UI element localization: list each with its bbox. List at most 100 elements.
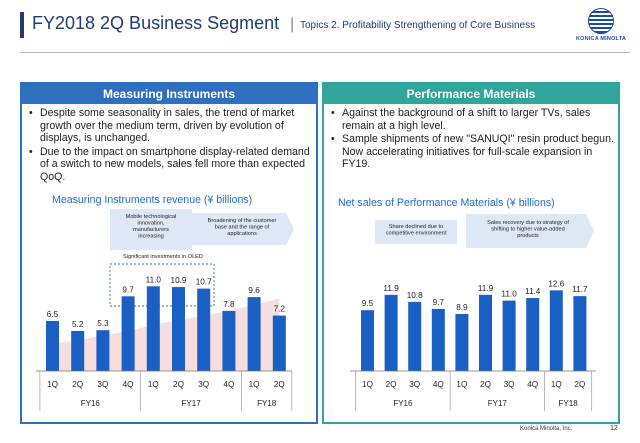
bar-value-label: 7.2 [274,305,286,314]
title-accent-bar [20,12,24,38]
bar [272,315,286,371]
bullet-item: Due to the impact on smartphone display-… [29,146,312,184]
bar [96,330,110,371]
callout-text: Mobile technological innovation, manufactu… [126,214,177,240]
x-tick-label: 4Q [527,380,538,389]
x-tick-label: 1Q [148,380,159,389]
bullet-item: Against the background of a shift to lar… [331,107,614,132]
header-divider [20,52,630,53]
bar-value-label: 7.8 [223,300,235,309]
bullet-item: Despite some seasonality in sales, the t… [29,107,312,145]
measuring-instruments-panel: Measuring Instruments Despite some seaso… [20,82,318,424]
x-tick-label: 3Q [97,380,108,389]
page-subtitle: Topics 2. Profitability Strengthening of… [300,20,536,31]
bar-value-label: 11.0 [146,275,162,284]
bar-value-label: 9.7 [433,298,445,307]
bar [549,290,563,371]
company-logo: KONICA MINOLTA [572,8,630,44]
performance-materials-heading: Performance Materials [324,84,618,104]
highlight-dashed-box [109,263,215,307]
bar-value-label: 8.9 [456,303,468,312]
callout-text: Share declined due to competitive environ… [386,224,447,237]
bar-value-label: 10.8 [407,291,423,300]
x-tick-label: 2Q [480,380,491,389]
x-tick-label: 4Q [223,380,234,389]
bar-value-label: 5.3 [97,319,109,328]
bar-value-label: 10.7 [196,278,212,287]
logo-wordmark: KONICA MINOLTA [575,36,627,42]
page-title: FY2018 2Q Business Segment [32,13,280,33]
callout-arrow [466,214,594,248]
bar [502,300,516,371]
bar-value-label: 11.7 [572,285,588,294]
fiscal-year-label: FY18 [257,399,277,408]
bar [222,310,236,371]
x-tick-label: 1Q [551,380,562,389]
bar-value-label: 11.9 [478,284,494,293]
bar-value-label: 11.4 [525,287,541,296]
fiscal-year-label: FY16 [393,399,413,408]
bar [408,301,422,371]
footer-company: Konica Minolta, Inc. [520,426,573,432]
bar [573,296,587,371]
x-tick-label: 4Q [123,380,134,389]
bar [121,296,135,371]
bar-value-label: 9.5 [362,299,374,308]
callout-box [110,209,192,251]
bar-value-label: 11.0 [501,290,517,299]
callout-label-bg [112,250,214,262]
callout-text: Broadening of the customer base and the r… [208,218,277,237]
bar-value-label: 10.9 [171,276,187,285]
fiscal-year-label: FY17 [182,399,202,408]
title-separator: | [290,16,295,33]
bar [146,286,160,371]
bar [247,297,261,371]
x-tick-label: 1Q [47,380,58,389]
logo-globe-icon [588,8,614,34]
measuring-instruments-heading: Measuring Instruments [22,84,316,104]
x-tick-label: 1Q [456,380,467,389]
page-number: 12 [610,425,618,432]
bar-value-label: 5.2 [72,320,84,329]
x-tick-label: 2Q [386,380,397,389]
x-tick-label: 1Q [362,380,373,389]
bar-value-label: 12.6 [548,279,564,288]
fiscal-year-label: FY17 [488,399,508,408]
x-tick-label: 3Q [409,380,420,389]
x-tick-label: 1Q [249,380,260,389]
bar [526,298,540,371]
chart-title-measuring: Measuring Instruments revenue (¥ billion… [52,194,253,206]
bar [384,294,398,371]
bar-value-label: 6.5 [47,310,59,319]
callout-text: Sales recovery due to strategy of shiftin… [487,220,569,239]
fiscal-year-label: FY18 [559,399,579,408]
x-tick-label: 2Q [274,380,285,389]
callout-box [375,220,457,244]
callout-arrow [192,213,294,245]
bar [431,308,445,371]
x-tick-label: 3Q [504,380,515,389]
performance-materials-panel: Performance Materials Against the backgr… [322,82,620,424]
bar-value-label: 9.6 [248,286,260,295]
bar [71,330,85,371]
bar [361,310,374,371]
bar [46,320,59,371]
bar-value-label: 9.7 [122,285,134,294]
callout-text: Significant investments in OLED [123,254,203,260]
x-tick-label: 2Q [72,380,83,389]
fiscal-year-label: FY16 [81,399,101,408]
x-tick-label: 2Q [173,380,184,389]
bar [455,314,469,371]
x-tick-label: 3Q [198,380,209,389]
x-tick-label: 4Q [433,380,444,389]
chart-title-performance: Net sales of Performance Materials (¥ bi… [338,197,555,209]
header: FY2018 2Q Business Segment | Topics 2. P… [0,0,640,52]
bar [479,294,492,371]
x-tick-label: 2Q [574,380,585,389]
performance-materials-bullets: Against the background of a shift to lar… [324,104,618,171]
bullet-item: Sample shipments of new "SANUQI" resin p… [331,133,614,171]
measuring-instruments-bullets: Despite some seasonality in sales, the t… [22,104,316,184]
bar [197,288,211,371]
